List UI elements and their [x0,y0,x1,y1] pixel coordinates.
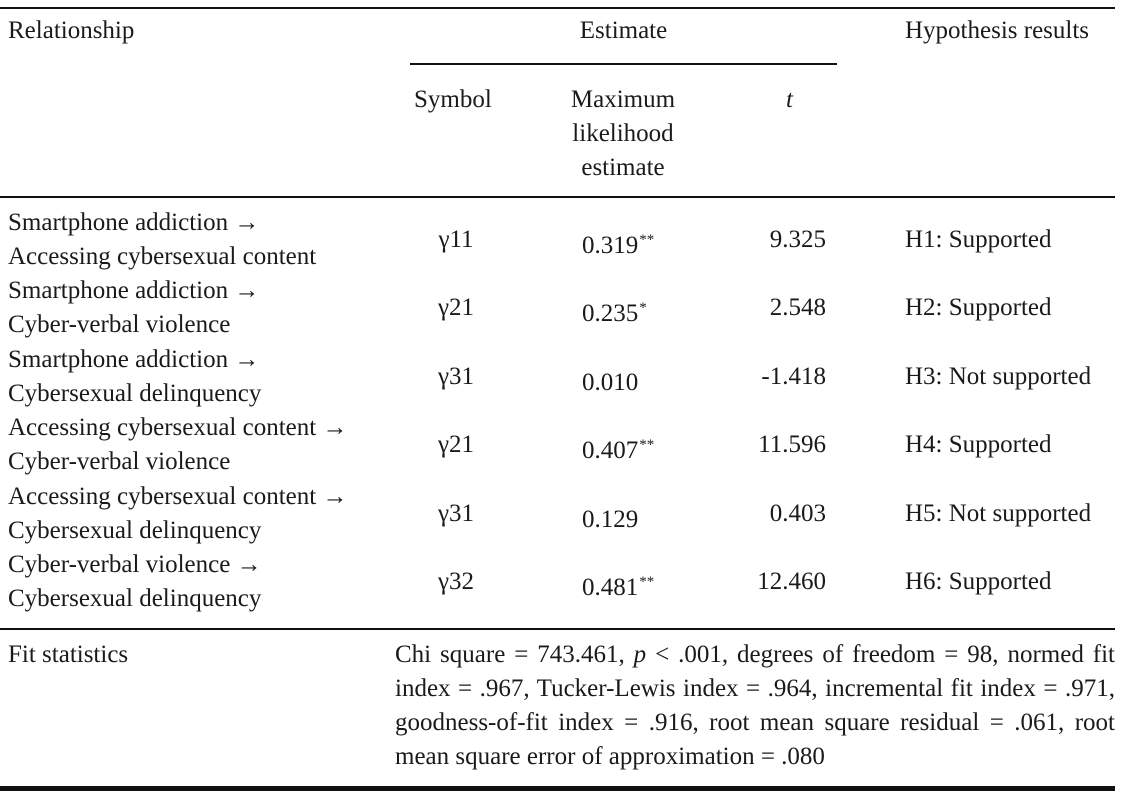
table-row: Accessing cybersexual content → Cybersexu… [0,480,1115,548]
significance-mark: * [639,300,647,316]
symbol-cell: γ31 [437,363,475,390]
hypothesis-cell: H4: Supported [905,431,1052,458]
mle-value: 0.407 [582,437,639,464]
mle-cell: 0.481** [582,565,654,605]
mle-cell: 0.129 [582,497,639,537]
significance-mark: ** [639,574,655,590]
mle-value: 0.235 [582,300,639,327]
top-rule [0,7,1115,9]
relationship-line1: Smartphone addiction → [8,346,260,373]
relationship-cell: Cyber-verbal violence → Cybersexual delin… [8,548,262,616]
fit-statistics-label: Fit statistics [8,641,129,668]
relationship-line1: Cyber-verbal violence → [8,551,262,578]
relationship-line2: Cyber-verbal violence [8,311,231,338]
symbol-cell: γ21 [437,294,475,321]
t-cell: -1.418 [761,363,826,390]
header-relationship: Relationship [8,17,135,44]
significance-mark: ** [639,232,655,248]
t-cell: 11.596 [758,431,826,458]
symbol-cell: γ31 [437,500,475,527]
relationship-line1: Accessing cybersexual content → [8,483,348,510]
relationship-line2: Cyber-verbal violence [8,448,231,475]
relationship-line2: Cybersexual delinquency [8,517,262,544]
symbol-cell: γ21 [437,431,475,458]
header-hypothesis-results: Hypothesis results [905,17,1090,44]
relationship-cell: Smartphone addiction → Accessing cybersex… [8,206,316,274]
hypothesis-cell: H2: Supported [905,294,1052,321]
mle-cell: 0.235* [582,291,647,331]
mle-value: 0.010 [582,369,639,396]
fit-text-pre: Chi square = 743.461, [395,641,634,668]
mle-cell: 0.407** [582,428,654,468]
relationship-cell: Accessing cybersexual content → Cyber-ver… [8,411,347,479]
hypothesis-cell: H3: Not supported [905,363,1092,390]
header-symbol: Symbol [414,86,492,113]
t-cell: 2.548 [769,294,826,321]
hypothesis-cell: H1: Supported [905,226,1052,253]
t-cell: 12.460 [757,568,826,595]
relationship-line1: Smartphone addiction → [8,277,260,304]
table-row: Smartphone addiction → Cyber-verbal viole… [0,274,1115,342]
mle-value: 0.481 [582,574,639,601]
mle-cell: 0.319** [582,223,654,263]
symbol-cell: γ32 [437,568,475,595]
fit-text-post: < .001, degrees of freedom = 98, normed … [395,641,1115,770]
hypothesis-cell: H6: Supported [905,568,1052,595]
fit-statistics-text: Chi square = 743.461, p < .001, degrees … [395,638,1115,774]
t-cell: 9.325 [769,226,826,253]
header-rule [0,196,1115,198]
bottom-rule [0,786,1115,791]
estimate-underline [410,63,837,65]
significance-mark: ** [639,437,655,453]
p-symbol: p [633,641,647,668]
relationship-line1: Accessing cybersexual content → [8,414,348,441]
relationship-line2: Cybersexual delinquency [8,585,262,612]
table-row: Accessing cybersexual content → Cyber-ver… [0,411,1115,479]
header-t: t [786,86,793,113]
header-mle: Maximum likelihood estimate [570,86,676,181]
table-row: Cyber-verbal violence → Cybersexual delin… [0,548,1115,616]
header-estimate: Estimate [579,17,668,44]
relationship-line1: Smartphone addiction → [8,209,260,236]
mle-value: 0.319 [582,232,639,259]
relationship-cell: Smartphone addiction → Cyber-verbal viole… [8,274,259,342]
mle-cell: 0.010 [582,360,639,400]
relationship-line2: Cybersexual delinquency [8,380,262,407]
mle-value: 0.129 [582,506,639,533]
relationship-line2: Accessing cybersexual content [8,243,317,270]
symbol-cell: γ11 [438,226,474,253]
table-row: Smartphone addiction → Accessing cybersex… [0,206,1115,274]
relationship-cell: Smartphone addiction → Cybersexual delinq… [8,343,261,411]
body-rule [0,628,1115,630]
table-row: Smartphone addiction → Cybersexual delinq… [0,343,1115,411]
t-cell: 0.403 [769,500,826,527]
relationship-cell: Accessing cybersexual content → Cybersexu… [8,480,347,548]
hypothesis-cell: H5: Not supported [905,500,1092,527]
